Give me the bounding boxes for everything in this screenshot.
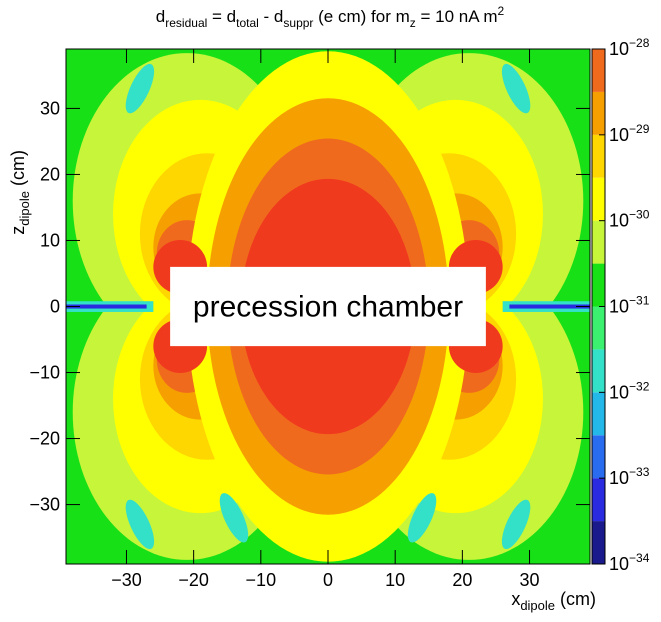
colorbar-band <box>592 220 605 264</box>
y-tick-label: 20 <box>40 164 60 184</box>
contour-cyan-streak-5 <box>407 493 437 543</box>
contour-cyan-streak-1 <box>501 63 531 114</box>
colorbar-band <box>592 306 605 350</box>
y-axis: −30 −20 −10 0 10 20 30 <box>29 98 590 515</box>
contour-cyan-streak-4 <box>219 493 249 543</box>
x-tick-label: 10 <box>385 570 405 590</box>
colorbar: 10−28 10−29 10−30 10−31 10−32 10−33 10−34 <box>591 36 650 574</box>
colorbar-band <box>592 435 605 479</box>
x-tick-label: 30 <box>520 570 540 590</box>
y-tick-label: 0 <box>50 297 60 317</box>
precession-chamber-label: precession chamber <box>193 291 463 324</box>
colorbar-tick-label: 10−34 <box>609 551 650 574</box>
x-tick-label: −30 <box>111 570 142 590</box>
colorbar-tick-label: 10−32 <box>609 379 650 402</box>
colorbar-band <box>592 478 605 522</box>
x-tick-label: −10 <box>246 570 277 590</box>
precession-chamber-box <box>170 266 486 347</box>
x-tick-label: −20 <box>178 570 209 590</box>
colorbar-band <box>592 349 605 393</box>
y-tick-label: −20 <box>29 429 60 449</box>
x-tick-label: 0 <box>323 570 333 590</box>
colorbar-tick-label: 10−31 <box>609 294 650 317</box>
colorbar-band <box>592 134 605 178</box>
colorbar-band <box>592 263 605 307</box>
colorbar-band <box>592 392 605 436</box>
colorbar-band <box>592 177 605 221</box>
colorbar-tick-label: 10−33 <box>609 465 650 488</box>
y-tick-label: −30 <box>29 495 60 515</box>
contour-cyan-streak-2 <box>125 499 155 550</box>
colorbar-tick-label: 10−28 <box>609 36 650 59</box>
contour-cyan-streak-3 <box>501 499 531 550</box>
x-axis-title: xdipole (cm) <box>511 589 596 613</box>
y-tick-label: 10 <box>40 230 60 250</box>
contour-axis-streak-blue-1 <box>509 304 590 309</box>
x-axis: −30 −20 −10 0 10 20 30 <box>111 49 540 590</box>
contour-cyan-streak-0 <box>125 63 155 114</box>
colorbar-band <box>592 521 605 564</box>
x-tick-label: 20 <box>452 570 472 590</box>
colorbar-tick-label: 10−30 <box>609 208 650 231</box>
colorbar-band <box>592 49 605 92</box>
contour-axis-streak-blue-0 <box>66 304 147 309</box>
y-tick-label: 30 <box>40 98 60 118</box>
colorbar-tick-label: 10−29 <box>609 122 650 145</box>
y-axis-title: zdipole (cm) <box>8 150 32 235</box>
chart-title: dresidual = dtotal - dsuppr (e cm) for m… <box>156 4 505 30</box>
y-tick-label: −10 <box>29 363 60 383</box>
colorbar-band <box>592 91 605 135</box>
